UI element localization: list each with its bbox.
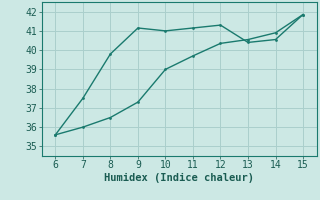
X-axis label: Humidex (Indice chaleur): Humidex (Indice chaleur) bbox=[104, 173, 254, 183]
